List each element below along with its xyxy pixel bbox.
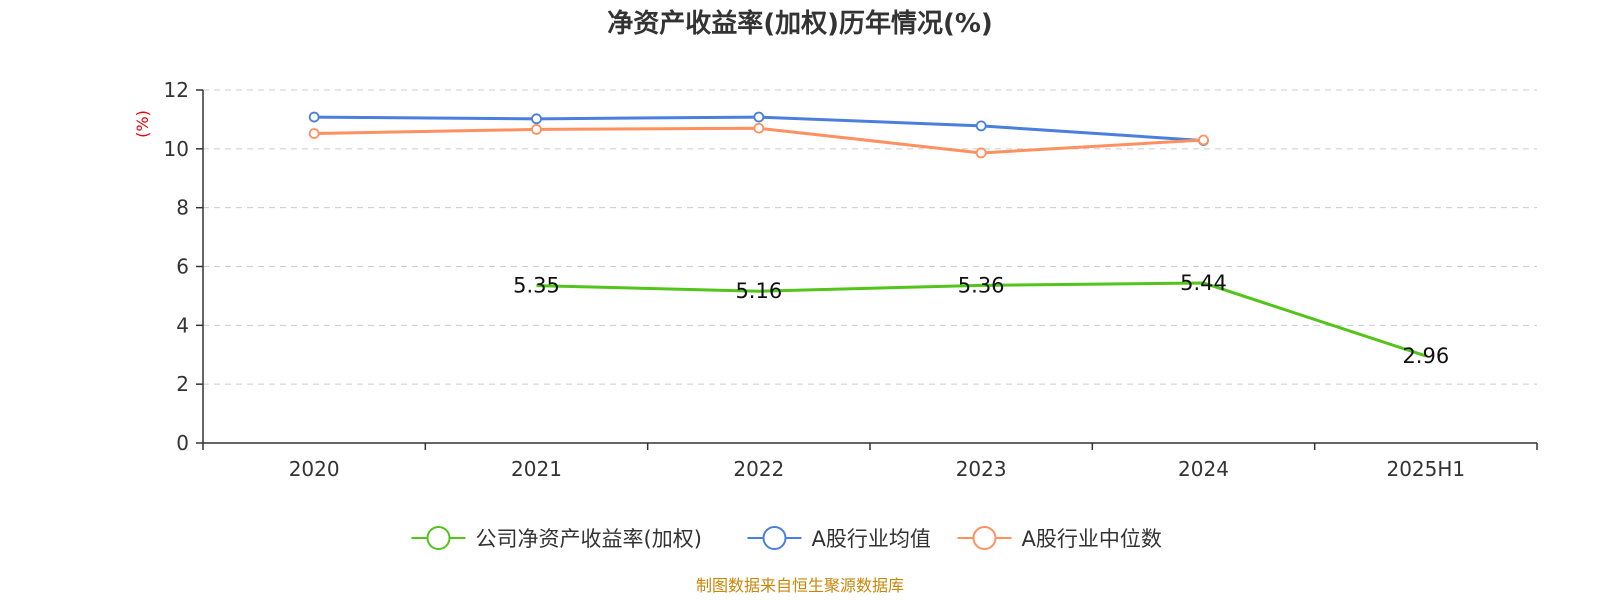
legend-label: A股行业中位数 [1022,527,1162,551]
data-point[interactable] [975,147,987,159]
data-label: 5.16 [735,279,782,303]
legend-swatch-circle [762,526,787,550]
x-tick-label: 2022 [733,457,784,481]
grid-lines [203,89,1537,385]
legend-item-1[interactable]: A股行业均值 [747,526,931,551]
chart-title: 净资产收益率(加权)历年情况(%) [607,8,993,39]
y-tick-label: 10 [164,137,189,161]
data-point[interactable] [753,111,765,123]
legend-label: 公司净资产收益率(加权) [476,527,702,551]
data-label: 5.44 [1180,271,1227,295]
legend-swatch-circle [972,526,997,550]
legend-label: A股行业均值 [812,527,931,551]
data-point[interactable] [1198,134,1209,146]
y-tick-label: 4 [176,313,189,337]
data-label: 5.35 [513,274,560,298]
y-axis-label: (%) [133,110,152,138]
data-point[interactable] [975,120,987,132]
x-tick-label: 2024 [1178,457,1229,481]
y-tick-label: 0 [176,431,189,455]
y-tick-label: 8 [176,196,189,220]
legend-item-0[interactable]: 公司净资产收益率(加权) [411,526,702,551]
source-note: 制图数据来自恒生聚源数据库 [696,576,904,595]
x-tick-label: 2023 [956,457,1007,481]
series-lines [308,111,1427,358]
data-point[interactable] [308,128,320,139]
y-tick-label: 2 [176,372,189,396]
x-tick-label: 2021 [511,457,562,481]
legend[interactable]: 公司净资产收益率(加权) A股行业均值 A股行业中位数 [411,526,1162,551]
data-point[interactable] [531,124,542,135]
data-point[interactable] [753,122,765,134]
y-tick-label: 12 [164,78,189,102]
x-tick-label: 2025H1 [1386,457,1465,481]
data-label: 5.36 [958,273,1005,297]
legend-item-2[interactable]: A股行业中位数 [957,526,1162,551]
legend-swatch-circle [426,526,451,550]
x-tick-label: 2020 [289,457,340,481]
series-line-0 [536,281,1427,358]
data-label: 2.96 [1402,344,1449,368]
data-point[interactable] [308,111,320,123]
y-tick-label: 6 [176,255,189,279]
data-point[interactable] [531,113,542,125]
data-labels: 5.35 5.16 5.36 5.44 2.96 [513,271,1449,368]
axes: 0 2 4 6 8 10 12 2020 2021 2022 2023 2024 2025H1 [164,78,1538,481]
